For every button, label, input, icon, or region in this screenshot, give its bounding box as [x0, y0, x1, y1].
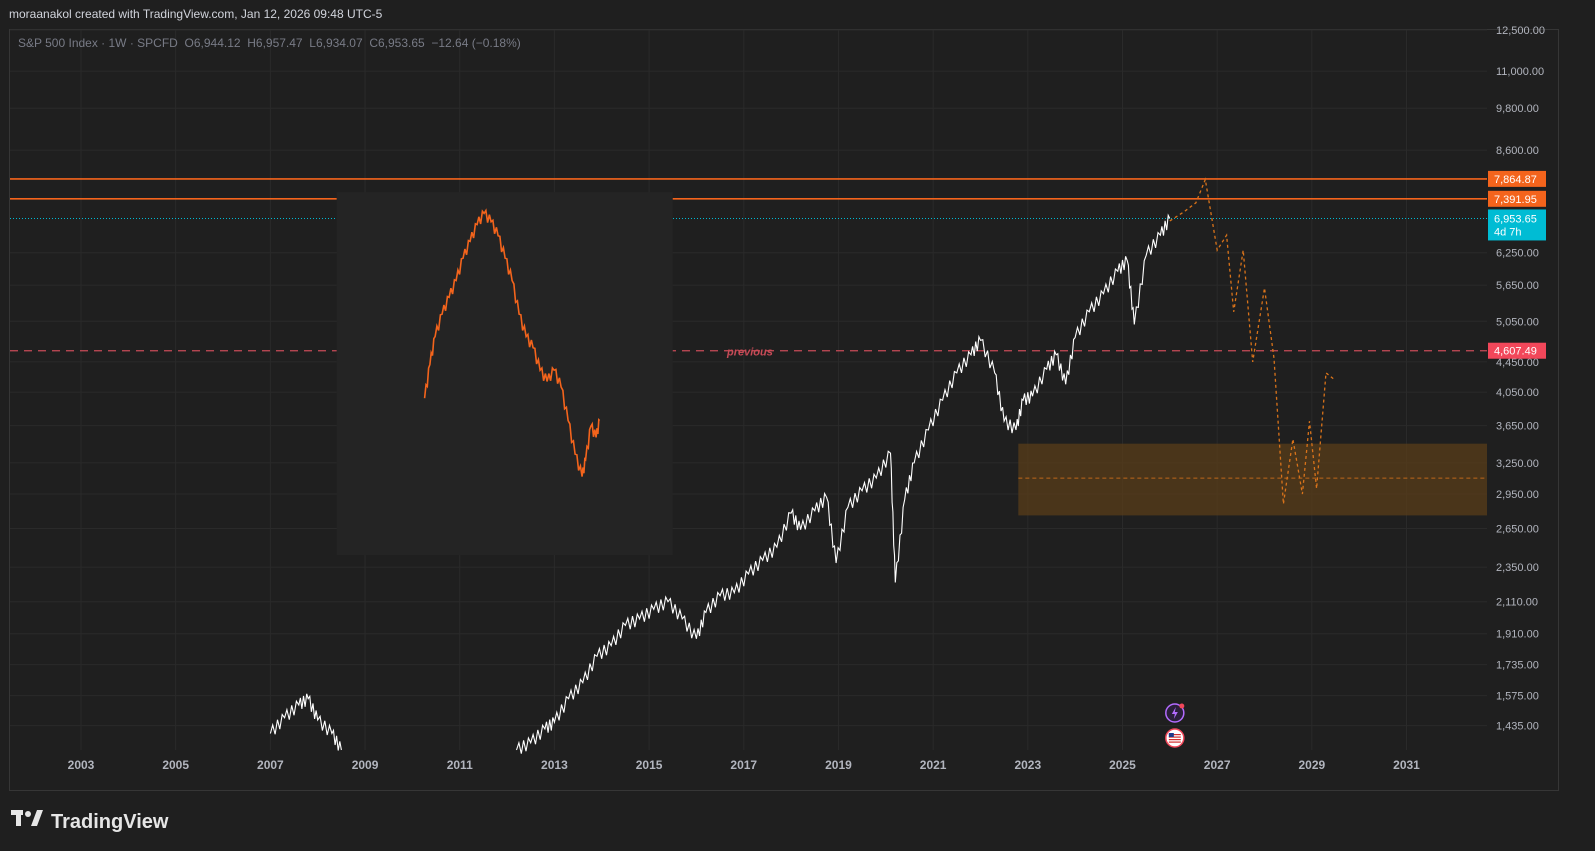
y-tick-label: 2,650.00 — [1496, 523, 1539, 535]
y-tick-label: 2,950.00 — [1496, 489, 1539, 501]
y-tick-label: 2,350.00 — [1496, 562, 1539, 574]
y-tick-label: 4,050.00 — [1496, 387, 1539, 399]
y-tick-label: 2,110.00 — [1496, 597, 1538, 609]
previous-level-text: previous — [726, 347, 773, 359]
y-tick-label: 1,575.00 — [1496, 691, 1539, 703]
brand-name: TradingView — [51, 810, 169, 833]
target-zone — [1018, 443, 1487, 516]
x-tick-label: 2021 — [920, 758, 947, 772]
legend-ohlc: O6,944.12 H6,957.47 L6,934.07 C6,953.65 … — [184, 36, 521, 50]
tradingview-logo-icon — [11, 810, 43, 834]
forecast-path — [1169, 177, 1336, 505]
x-tick-label: 2003 — [68, 758, 95, 772]
y-tick-label: 3,250.00 — [1496, 458, 1539, 470]
chart-attribution: moraanakol created with TradingView.com,… — [9, 7, 383, 21]
price-tag-label: 7,391.95 — [1494, 194, 1537, 206]
x-tick-label: 2007 — [257, 758, 284, 772]
comparison-series-line — [423, 208, 601, 477]
x-tick-label: 2023 — [1014, 758, 1041, 772]
lightning-event-icon[interactable] — [1165, 703, 1185, 723]
price-tag — [1488, 342, 1546, 359]
x-tick-label: 2019 — [825, 758, 852, 772]
y-tick-label: 6,250.00 — [1496, 248, 1539, 260]
x-tick-label: 2005 — [162, 758, 189, 772]
symbol-legend: S&P 500 Index · 1W · SPCFD O6,944.12 H6,… — [18, 36, 521, 50]
x-tick-label: 2025 — [1109, 758, 1136, 772]
x-tick-label: 2027 — [1204, 758, 1231, 772]
y-tick-label: 5,050.00 — [1496, 316, 1539, 328]
y-tick-label: 1,435.00 — [1496, 721, 1539, 733]
legend-symbol: S&P 500 Index · 1W · SPCFD — [18, 36, 178, 50]
x-tick-label: 2013 — [541, 758, 568, 772]
y-tick-label: 5,650.00 — [1496, 280, 1539, 292]
comparison-inset — [336, 192, 673, 556]
x-tick-label: 2017 — [730, 758, 757, 772]
price-tag — [1488, 190, 1546, 207]
price-series-line — [269, 213, 1171, 754]
us-flag-event-icon[interactable] — [1165, 728, 1185, 748]
last-price-tag — [1488, 209, 1546, 241]
x-tick-label: 2031 — [1393, 758, 1420, 772]
x-tick-label: 2015 — [636, 758, 663, 772]
x-tick-label: 2029 — [1298, 758, 1325, 772]
y-tick-label: 11,000.00 — [1496, 66, 1544, 78]
y-tick-label: 3,650.00 — [1496, 421, 1539, 433]
x-tick-label: 2009 — [352, 758, 379, 772]
brand[interactable]: TradingView — [11, 810, 168, 834]
x-tick-label: 2011 — [447, 758, 473, 772]
y-tick-label: 1,735.00 — [1496, 660, 1539, 672]
price-tag-label: 4,607.49 — [1494, 346, 1537, 358]
y-tick-label: 1,910.00 — [1496, 629, 1539, 641]
y-tick-label: 12,500.00 — [1496, 25, 1545, 37]
y-tick-label: 8,600.00 — [1496, 145, 1539, 157]
price-tag — [1488, 170, 1546, 187]
y-tick-label: 9,800.00 — [1496, 103, 1539, 115]
price-tag-label: 7,864.87 — [1494, 174, 1537, 186]
countdown-label: 4d 7h — [1494, 226, 1522, 238]
last-price-label: 6,953.65 — [1494, 213, 1537, 225]
y-tick-label: 4,450.00 — [1496, 357, 1539, 369]
